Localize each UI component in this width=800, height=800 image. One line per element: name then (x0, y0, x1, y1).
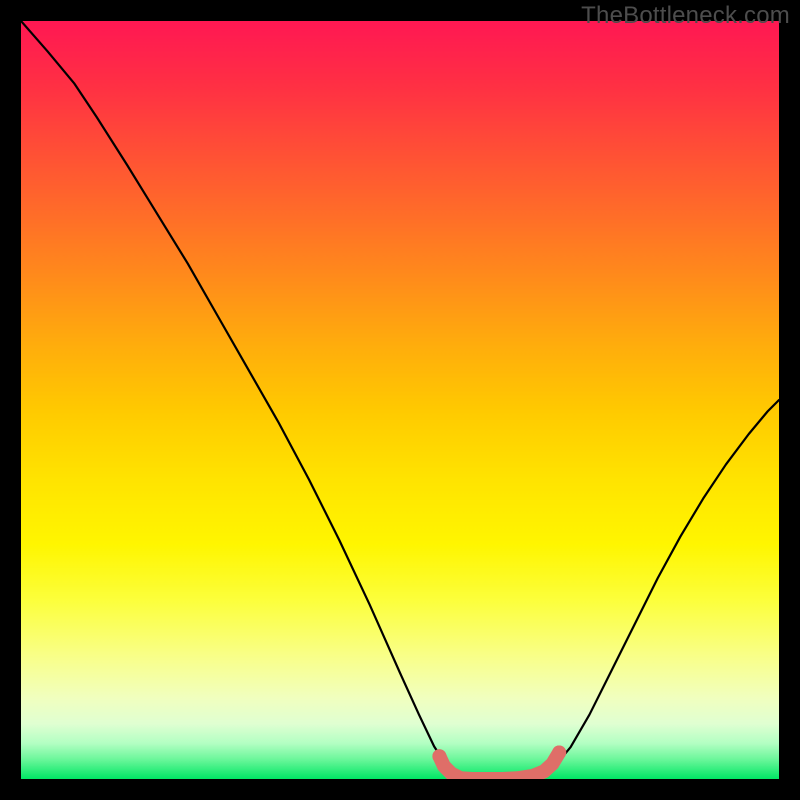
curve-layer (21, 21, 779, 779)
bottleneck-curve (21, 21, 779, 779)
plot-area (21, 21, 779, 779)
accent-dot (552, 745, 566, 759)
watermark-text: TheBottleneck.com (581, 2, 790, 30)
accent-valley-stroke (439, 752, 559, 779)
chart-container: TheBottleneck.com (0, 0, 800, 800)
accent-dot (432, 749, 446, 763)
